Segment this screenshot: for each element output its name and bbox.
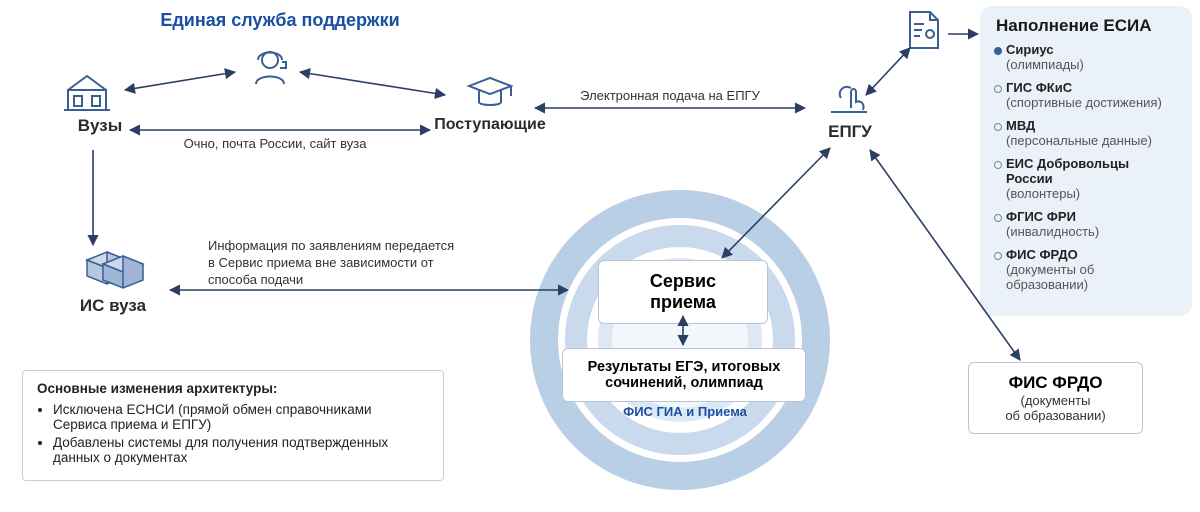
center-caption: ФИС ГИА и Приема: [600, 404, 770, 419]
node-esia-doc: [902, 8, 944, 52]
list-item-title: ФГИС ФРИ: [1006, 209, 1178, 224]
diagram-canvas: Единая служба поддержки Вузы: [0, 0, 1200, 512]
list-item-sub: (персональные данные): [1006, 133, 1178, 148]
changes-box: Основные изменения архитектуры: Исключен…: [22, 370, 444, 481]
vuzy-label: Вузы: [60, 116, 140, 136]
list-item: ЕИС Добровольцы России(волонтеры): [994, 156, 1178, 201]
service-box-line1: Сервис: [613, 271, 753, 292]
fis-frdo-sub1: (документы: [983, 393, 1128, 408]
node-is-vuza: ИС вуза: [58, 242, 168, 316]
edge-arrow: [300, 72, 445, 95]
service-box-line2: приема: [613, 292, 753, 313]
list-item: ГИС ФКиС(спортивные достижения): [994, 80, 1178, 110]
esia-list: Сириус(олимпиады) ГИС ФКиС(спортивные до…: [994, 42, 1178, 292]
changes-item: Добавлены системы для получения подтверж…: [53, 435, 429, 465]
results-box-text: Результаты ЕГЭ, итоговых сочинений, олим…: [577, 359, 791, 391]
touch-icon: [823, 78, 877, 120]
esia-panel-title: Наполнение ЕСИА: [996, 16, 1178, 36]
fis-frdo-title: ФИС ФРДО: [983, 373, 1128, 393]
applicants-label: Поступающие: [430, 116, 550, 134]
list-item-title: ЕИС Добровольцы России: [1006, 156, 1178, 186]
list-item: ФГИС ФРИ(инвалидность): [994, 209, 1178, 239]
results-box: Результаты ЕГЭ, итоговых сочинений, олим…: [562, 348, 806, 402]
epgu-label: ЕПГУ: [810, 122, 890, 142]
support-title: Единая служба поддержки: [130, 10, 430, 31]
service-box: Сервис приема: [598, 260, 768, 324]
list-item-title: Сириус: [1006, 42, 1178, 57]
building-icon: [60, 70, 114, 112]
list-item: ФИС ФРДО(документы об образовании): [994, 247, 1178, 292]
changes-header: Основные изменения архитектуры:: [37, 381, 429, 396]
node-support: [246, 44, 296, 88]
graduation-cap-icon: [465, 72, 515, 112]
list-item: МВД(персональные данные): [994, 118, 1178, 148]
support-agent-icon: [246, 44, 294, 88]
edge-arrow: [125, 72, 235, 90]
esia-panel: Наполнение ЕСИА Сириус(олимпиады) ГИС ФК…: [980, 6, 1192, 316]
edge-label-vuzy-applicants: Очно, почта России, сайт вуза: [140, 136, 410, 151]
edge-label-applicants-epgu: Электронная подача на ЕПГУ: [540, 88, 800, 103]
is-vuza-label: ИС вуза: [58, 296, 168, 316]
changes-item: Исключена ЕСНСИ (прямой обмен справочник…: [53, 402, 429, 432]
fis-frdo-box: ФИС ФРДО (документы об образовании): [968, 362, 1143, 434]
node-vuzy: Вузы: [60, 70, 140, 136]
document-icon: [902, 8, 944, 52]
edge-label-is-service: Информация по заявлениям передается в Се…: [208, 238, 458, 289]
list-item-sub: (олимпиады): [1006, 57, 1178, 72]
node-epgu: ЕПГУ: [810, 78, 890, 142]
list-item-title: МВД: [1006, 118, 1178, 133]
list-item-sub: (инвалидность): [1006, 224, 1178, 239]
node-applicants: Поступающие: [430, 72, 550, 134]
list-item-title: ГИС ФКиС: [1006, 80, 1178, 95]
list-item: Сириус(олимпиады): [994, 42, 1178, 72]
servers-icon: [77, 242, 149, 296]
list-item-sub: (документы об образовании): [1006, 262, 1178, 292]
fis-frdo-sub2: об образовании): [983, 408, 1128, 423]
list-item-sub: (волонтеры): [1006, 186, 1178, 201]
list-item-title: ФИС ФРДО: [1006, 247, 1178, 262]
list-item-sub: (спортивные достижения): [1006, 95, 1178, 110]
